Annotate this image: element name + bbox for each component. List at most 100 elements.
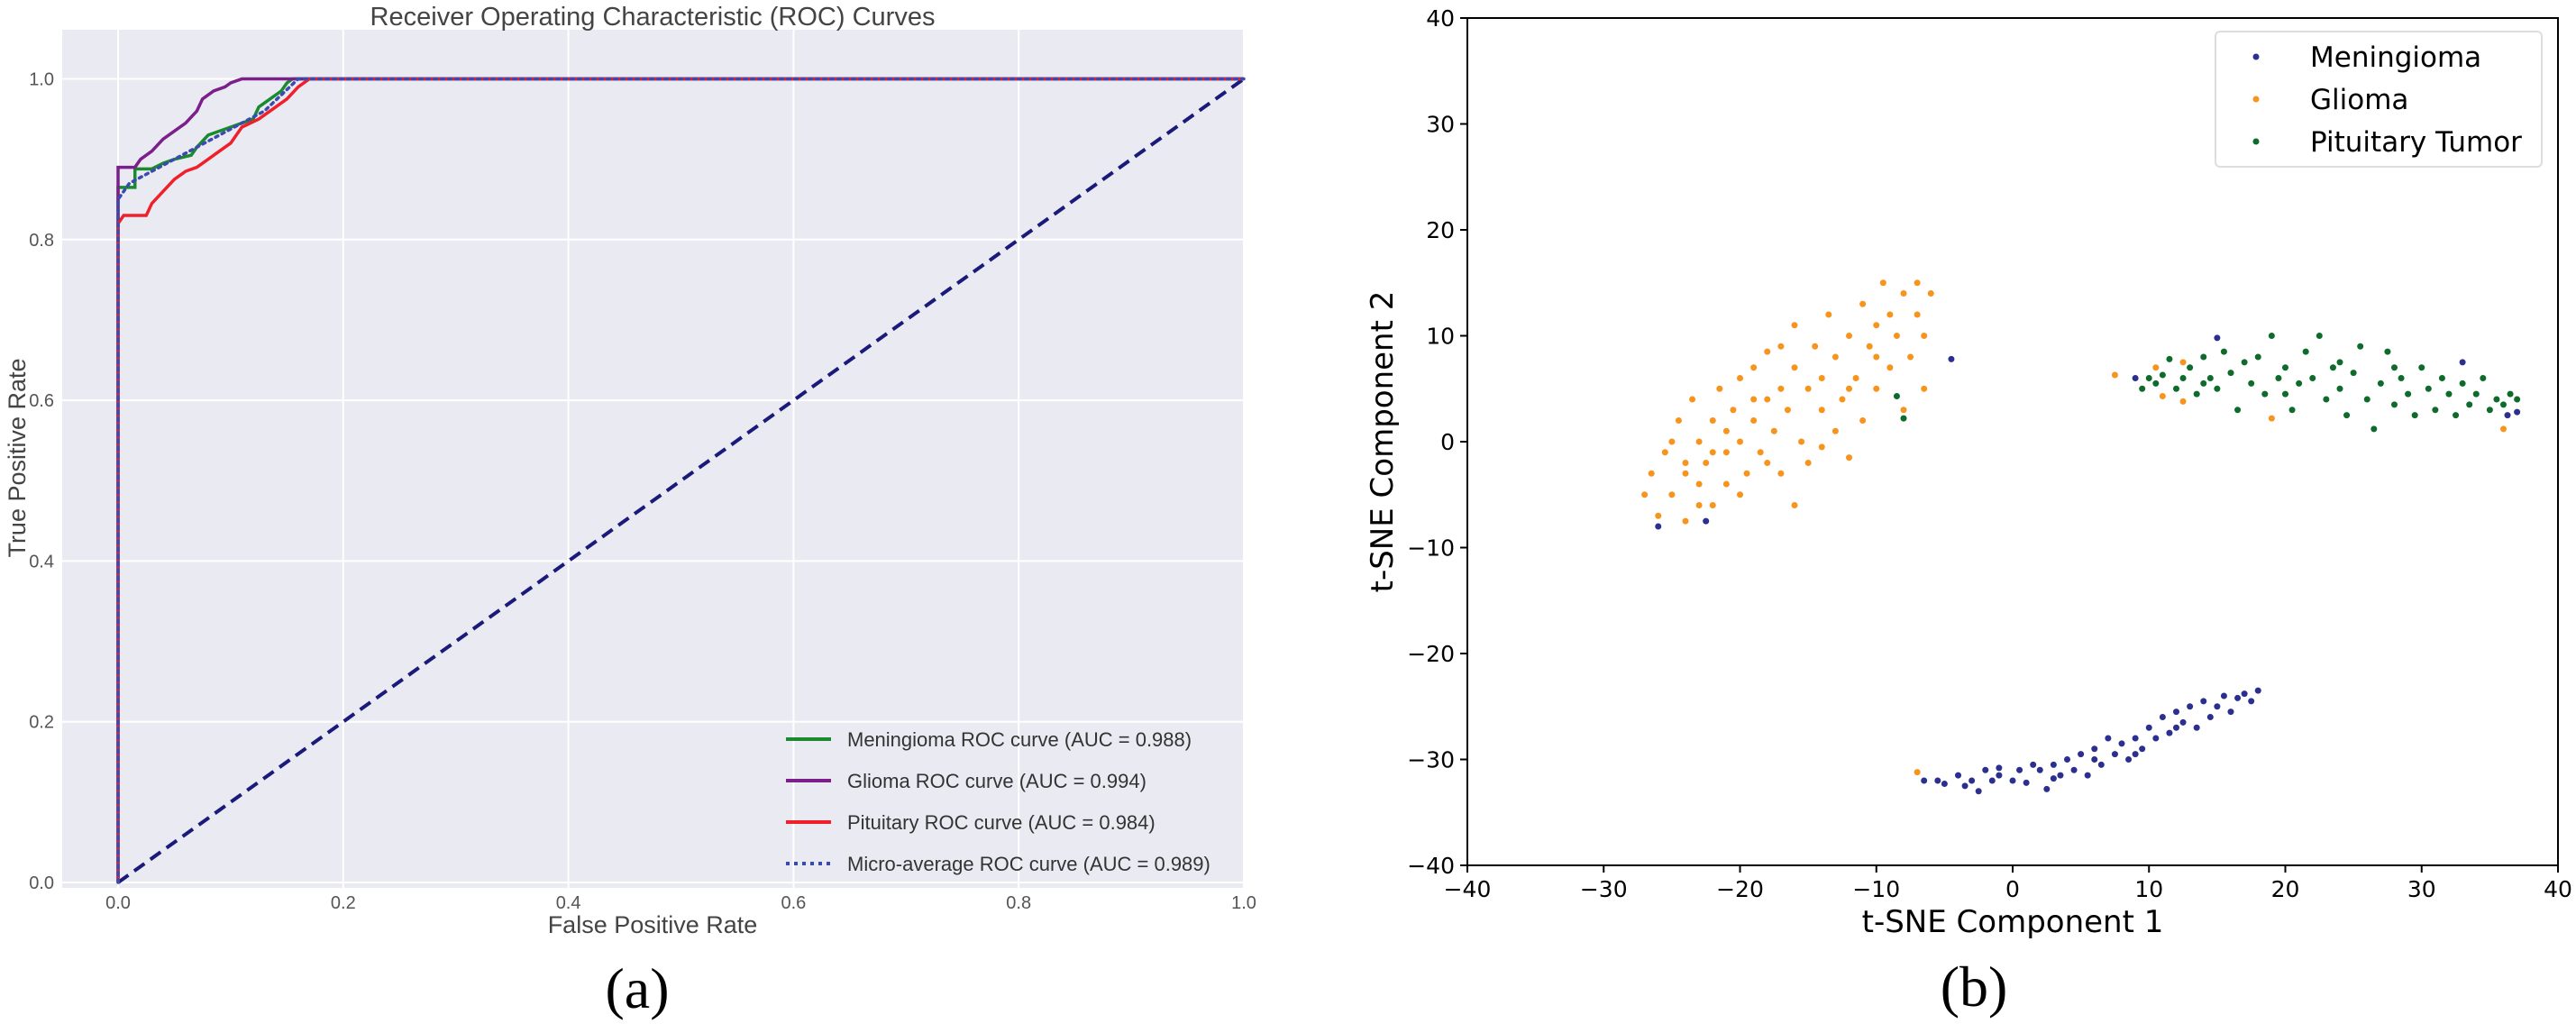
tsne-point-glioma	[1907, 353, 1914, 361]
tsne-point-pituitary-tumor	[2336, 385, 2343, 392]
tsne-point-glioma	[1873, 353, 1880, 361]
tsne-legend-box	[2215, 31, 2543, 168]
roc-legend-label: Micro-average ROC curve (AUC = 0.989)	[847, 853, 1210, 875]
tsne-point-glioma	[2159, 392, 2166, 399]
tsne-point-meningioma	[1996, 772, 2003, 779]
tsne-point-pituitary-tumor	[2152, 379, 2160, 387]
tsne-point-meningioma	[1988, 777, 1996, 784]
tsne-point-meningioma	[1941, 781, 1948, 788]
tsne-point-glioma	[2152, 364, 2160, 371]
tsne-x-tick-label: −10	[1852, 876, 1900, 902]
tsne-point-meningioma	[2091, 756, 2098, 763]
tsne-point-meningioma	[2105, 735, 2112, 742]
tsne-point-glioma	[1798, 438, 1805, 445]
tsne-point-pituitary-tumor	[2166, 355, 2173, 362]
tsne-point-glioma	[1750, 417, 1758, 424]
roc-y-tick-label: 0.6	[29, 391, 54, 411]
roc-x-tick-label: 0.6	[781, 893, 806, 913]
tsne-point-meningioma	[2030, 761, 2037, 768]
tsne-point-pituitary-tumor	[2282, 390, 2288, 398]
roc-x-tick-label: 0.0	[105, 893, 131, 913]
tsne-point-pituitary-tumor	[2350, 370, 2357, 377]
tsne-point-meningioma	[1982, 766, 1989, 773]
tsne-point-glioma	[1886, 364, 1894, 371]
tsne-point-glioma	[1722, 427, 1730, 434]
tsne-y-tick-label: −10	[1407, 535, 1455, 562]
tsne-point-meningioma	[2132, 375, 2139, 381]
tsne-point-glioma	[1675, 417, 1682, 424]
roc-curve-glioma	[116, 77, 1244, 882]
tsne-point-meningioma	[1948, 355, 1955, 362]
tsne-point-pituitary-tumor	[2357, 343, 2364, 350]
tsne-point-glioma	[1873, 385, 1880, 392]
tsne-point-pituitary-tumor	[2398, 375, 2405, 381]
tsne-point-pituitary-tumor	[2459, 379, 2466, 387]
tsne-legend-label: Glioma	[2310, 84, 2408, 116]
tsne-legend-label: Meningioma	[2310, 41, 2481, 74]
tsne-point-glioma	[1661, 449, 1668, 456]
roc-legend-label: Pituitary ROC curve (AUC = 0.984)	[847, 811, 1156, 834]
tsne-point-meningioma	[2227, 709, 2234, 716]
tsne-point-meningioma	[2070, 766, 2078, 773]
tsne-point-glioma	[1873, 322, 1880, 329]
roc-y-tick-label: 0.0	[29, 873, 54, 893]
tsne-point-glioma	[2268, 415, 2275, 422]
tsne-point-glioma	[1804, 385, 1812, 392]
tsne-point-pituitary-tumor	[2507, 390, 2514, 398]
tsne-y-tick-label: −30	[1407, 747, 1455, 773]
tsne-point-pituitary-tumor	[2453, 412, 2460, 419]
roc-y-tick-label: 1.0	[29, 70, 54, 90]
tsne-point-pituitary-tumor	[1893, 392, 1900, 399]
tsne-point-glioma	[1722, 480, 1730, 488]
tsne-point-pituitary-tumor	[1900, 415, 1907, 422]
tsne-point-meningioma	[2145, 724, 2152, 731]
tsne-point-glioma	[2111, 371, 2118, 379]
tsne-legend-label: Pituitary Tumor	[2310, 126, 2522, 159]
tsne-point-glioma	[1839, 396, 1846, 403]
tsne-point-glioma	[1846, 454, 1852, 462]
tsne-point-meningioma	[1969, 777, 1976, 784]
tsne-point-meningioma	[2159, 714, 2166, 720]
roc-legend-label: Meningioma ROC curve (AUC = 0.988)	[847, 728, 1192, 751]
tsne-point-pituitary-tumor	[2214, 385, 2221, 392]
tsne-point-glioma	[1804, 460, 1812, 466]
tsne-point-glioma	[1764, 396, 1771, 403]
tsne-point-pituitary-tumor	[2500, 401, 2507, 408]
tsne-point-meningioma	[2078, 751, 2085, 758]
tsne-point-glioma	[2179, 398, 2187, 405]
tsne-point-glioma	[1777, 385, 1785, 392]
tsne-point-glioma	[1791, 364, 1798, 371]
tsne-point-pituitary-tumor	[2179, 375, 2187, 381]
tsne-point-glioma	[1668, 438, 1676, 445]
tsne-point-glioma	[2179, 359, 2187, 366]
tsne-point-meningioma	[2459, 359, 2466, 366]
tsne-y-tick-label: 40	[1426, 5, 1455, 32]
tsne-legend-marker	[2252, 138, 2260, 145]
roc-curve-micro-average	[116, 77, 1246, 884]
tsne-point-meningioma	[2084, 772, 2091, 779]
tsne-point-pituitary-tumor	[2282, 364, 2288, 371]
tsne-point-pituitary-tumor	[2275, 375, 2282, 381]
tsne-point-glioma	[1722, 449, 1730, 456]
tsne-point-meningioma	[2091, 745, 2098, 753]
tsne-point-glioma	[1750, 364, 1758, 371]
tsne-point-meningioma	[1996, 764, 2003, 772]
tsne-point-pituitary-tumor	[2472, 390, 2480, 398]
roc-plot-background	[62, 30, 1244, 888]
tsne-point-glioma	[1689, 396, 1696, 403]
tsne-point-glioma	[1695, 480, 1703, 488]
tsne-x-tick-label: 10	[2134, 876, 2163, 902]
tsne-point-meningioma	[2057, 772, 2064, 779]
roc-legend: Meningioma ROC curve (AUC = 0.988) Glioma…	[786, 728, 1210, 875]
tsne-point-pituitary-tumor	[2159, 371, 2166, 379]
roc-reference-diagonal	[116, 77, 1246, 884]
tsne-point-pituitary-tumor	[2248, 379, 2255, 387]
tsne-point-meningioma	[2064, 756, 2070, 763]
tsne-point-meningioma	[1703, 517, 1710, 525]
tsne-x-label: t-SNE Component 1	[1862, 904, 2164, 940]
tsne-point-glioma	[1846, 385, 1852, 392]
tsne-point-pituitary-tumor	[2296, 379, 2303, 387]
tsne-y-tick-label: 20	[1426, 217, 1455, 243]
tsne-point-glioma	[1846, 333, 1852, 339]
